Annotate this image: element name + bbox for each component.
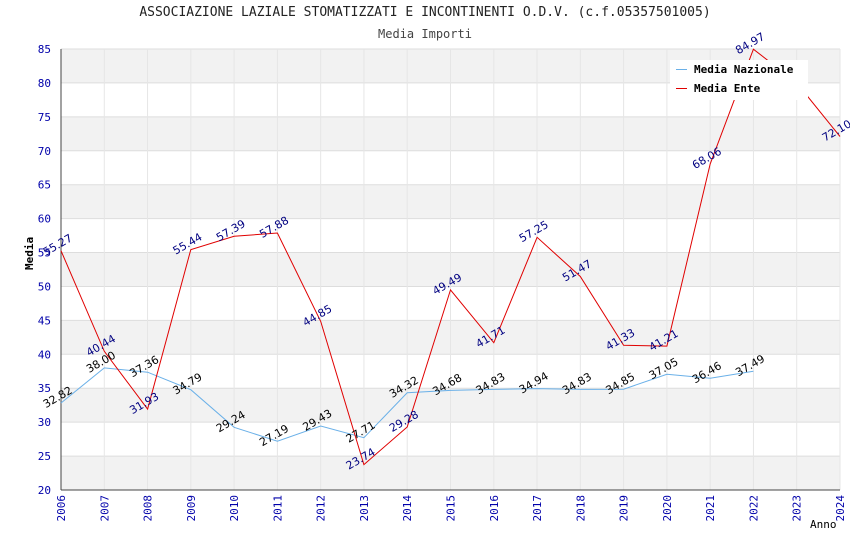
x-tick-label: 2006 bbox=[55, 495, 68, 522]
y-tick-label: 65 bbox=[38, 179, 51, 192]
legend-item-ente: Media Ente bbox=[670, 79, 808, 98]
y-tick-label: 40 bbox=[38, 348, 51, 361]
x-tick-label: 2017 bbox=[531, 495, 544, 522]
x-tick-label: 2018 bbox=[574, 495, 587, 522]
y-tick-label: 75 bbox=[38, 111, 51, 124]
y-tick-label: 30 bbox=[38, 416, 51, 429]
legend-label-nazionale: Media Nazionale bbox=[694, 63, 794, 76]
x-tick-label: 2010 bbox=[228, 495, 241, 522]
x-tick-label: 2019 bbox=[618, 495, 631, 522]
legend-item-nazionale: Media Nazionale bbox=[670, 60, 808, 79]
legend-swatch-nazionale bbox=[676, 69, 687, 70]
x-tick-label: 2023 bbox=[791, 495, 804, 522]
data-label: 37.05 bbox=[647, 355, 681, 382]
x-tick-label: 2015 bbox=[445, 495, 458, 522]
data-label: 57.39 bbox=[214, 217, 248, 244]
y-tick-label: 45 bbox=[38, 314, 51, 327]
x-tick-label: 2013 bbox=[358, 495, 371, 522]
series-line-nazionale bbox=[60, 367, 754, 442]
x-tick-label: 2012 bbox=[315, 495, 328, 522]
x-tick-label: 2022 bbox=[747, 495, 760, 522]
data-label: 36.46 bbox=[690, 359, 724, 386]
series-line-ente bbox=[60, 48, 841, 466]
x-tick-label: 2008 bbox=[142, 495, 155, 522]
x-tick-label: 2021 bbox=[704, 495, 717, 522]
chart-legend: Media Nazionale Media Ente bbox=[670, 60, 808, 100]
x-tick-label: 2009 bbox=[185, 495, 198, 522]
y-tick-label: 85 bbox=[38, 43, 51, 56]
data-label: 27.19 bbox=[257, 422, 291, 449]
x-tick-label: 2024 bbox=[834, 495, 847, 522]
x-tick-label: 2007 bbox=[98, 495, 111, 522]
x-tick-label: 2014 bbox=[401, 495, 414, 522]
y-tick-label: 55 bbox=[38, 247, 51, 260]
x-tick-label: 2016 bbox=[488, 495, 501, 522]
chart-title: ASSOCIAZIONE LAZIALE STOMATIZZATI E INCO… bbox=[139, 5, 711, 20]
y-tick-label: 20 bbox=[38, 484, 51, 497]
chart-subtitle: Media Importi bbox=[378, 27, 472, 41]
legend-label-ente: Media Ente bbox=[694, 82, 761, 95]
data-label: 37.49 bbox=[733, 352, 767, 379]
y-tick-label: 25 bbox=[38, 450, 51, 463]
x-tick-label: 2020 bbox=[661, 495, 674, 522]
x-tick-label: 2011 bbox=[271, 495, 284, 522]
legend-swatch-ente bbox=[676, 88, 687, 89]
y-tick-label: 35 bbox=[38, 382, 51, 395]
y-tick-label: 60 bbox=[38, 213, 51, 226]
y-tick-label: 50 bbox=[38, 280, 51, 293]
x-axis-label: Anno bbox=[810, 518, 837, 531]
y-axis-label: Media bbox=[23, 236, 36, 270]
y-tick-label: 70 bbox=[38, 145, 51, 158]
data-label: 57.25 bbox=[517, 218, 551, 245]
y-tick-label: 80 bbox=[38, 77, 51, 90]
